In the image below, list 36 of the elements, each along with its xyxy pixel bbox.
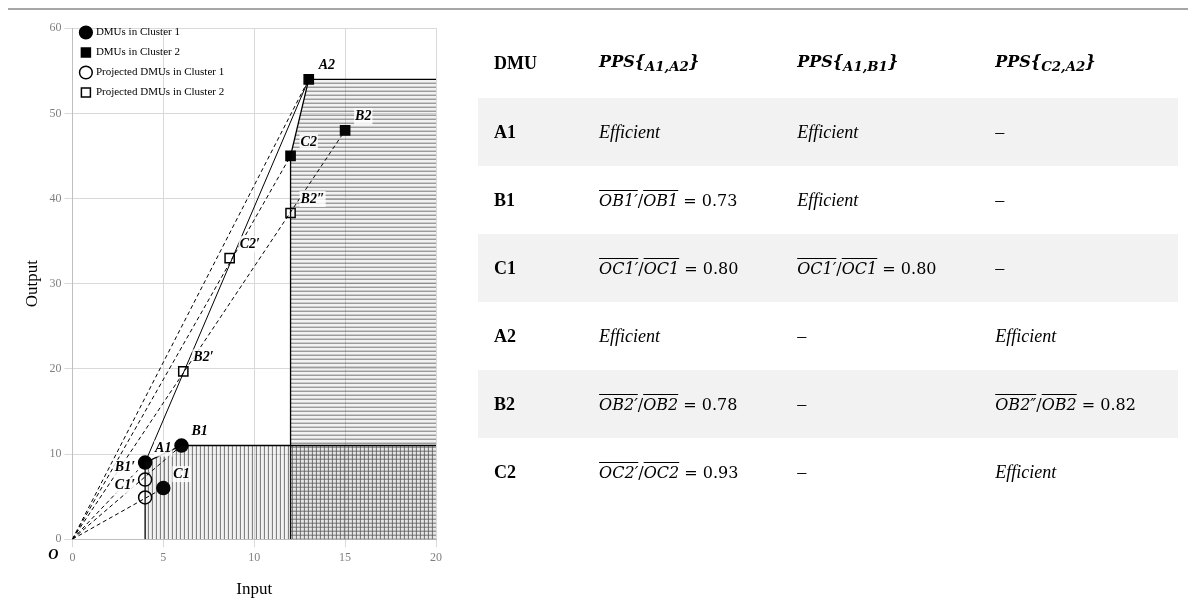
- annotation: C1′: [114, 477, 136, 493]
- annotation: C2: [300, 133, 317, 149]
- legend-label: Projected DMUs in Cluster 2: [95, 85, 225, 98]
- category-label: PPS{$_{A1,A2}$}: [597, 50, 701, 77]
- legend-label: DMUs in Cluster 1: [95, 25, 180, 38]
- annotation: B1: [190, 423, 208, 439]
- y-tick-label: 30: [49, 275, 62, 290]
- annotation: A1: [154, 440, 172, 456]
- plain-row: B1 OB1′/OB1 = 0.73 Efficient –: [478, 166, 1178, 234]
- y-tick-label: 20: [49, 361, 62, 376]
- y-tick-label: 40: [49, 190, 62, 205]
- y-tick-label: 50: [49, 105, 62, 120]
- y-tick-label: 10: [49, 446, 62, 461]
- category-label: PPS{$_{A1,B1}$}: [796, 50, 900, 77]
- plain-row: A2 Efficient – Efficient: [478, 302, 1178, 370]
- x-axis-title: Input: [236, 579, 273, 599]
- annotation: B2: [354, 108, 372, 124]
- annotation: O: [48, 546, 59, 562]
- y-tick-label: 60: [49, 20, 62, 35]
- annotation: B2′: [192, 349, 214, 365]
- annotation: C2′: [239, 235, 260, 251]
- annotation: A2: [317, 56, 336, 72]
- category-label: DMU: [493, 51, 538, 75]
- annotation: C1: [173, 465, 190, 481]
- legend-label: Projected DMUs in Cluster 1: [95, 65, 225, 78]
- y-axis-title: Output: [21, 259, 41, 308]
- annotation: B2″: [299, 190, 325, 206]
- annotation: B1′: [113, 459, 136, 475]
- legend-label: DMUs in Cluster 2: [95, 45, 180, 58]
- x-tick-label: 15: [339, 549, 352, 564]
- x-tick-label: 20: [430, 549, 442, 564]
- category-label: PPS{$_{C2,A2}$}: [994, 50, 1097, 77]
- x-tick-label: 0: [69, 549, 76, 564]
- x-tick-label: 5: [160, 549, 167, 564]
- y-tick-label: 0: [55, 531, 62, 546]
- x-tick-label: 10: [248, 549, 261, 564]
